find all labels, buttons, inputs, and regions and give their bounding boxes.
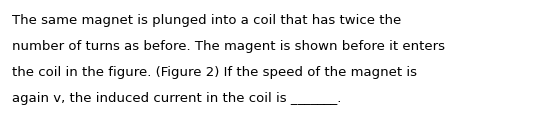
Text: The same magnet is plunged into a coil that has twice the: The same magnet is plunged into a coil t… <box>12 14 401 27</box>
Text: again v, the induced current in the coil is _______.: again v, the induced current in the coil… <box>12 92 341 105</box>
Text: the coil in the figure. (Figure 2) If the speed of the magnet is: the coil in the figure. (Figure 2) If th… <box>12 66 417 79</box>
Text: number of turns as before. The magent is shown before it enters: number of turns as before. The magent is… <box>12 40 445 53</box>
